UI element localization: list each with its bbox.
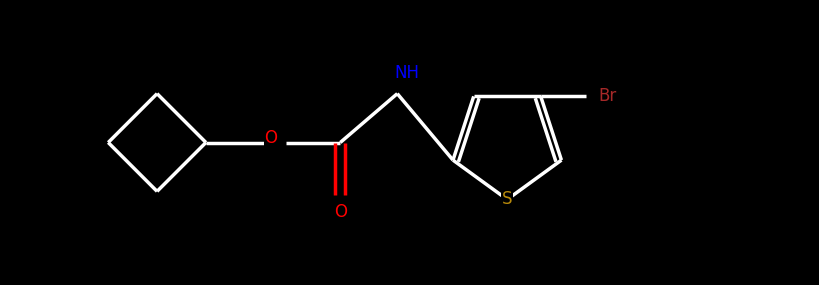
Text: S: S — [502, 190, 513, 209]
Text: O: O — [265, 129, 278, 147]
Text: O: O — [334, 203, 346, 221]
Text: NH: NH — [395, 64, 419, 82]
Text: Br: Br — [599, 87, 617, 105]
